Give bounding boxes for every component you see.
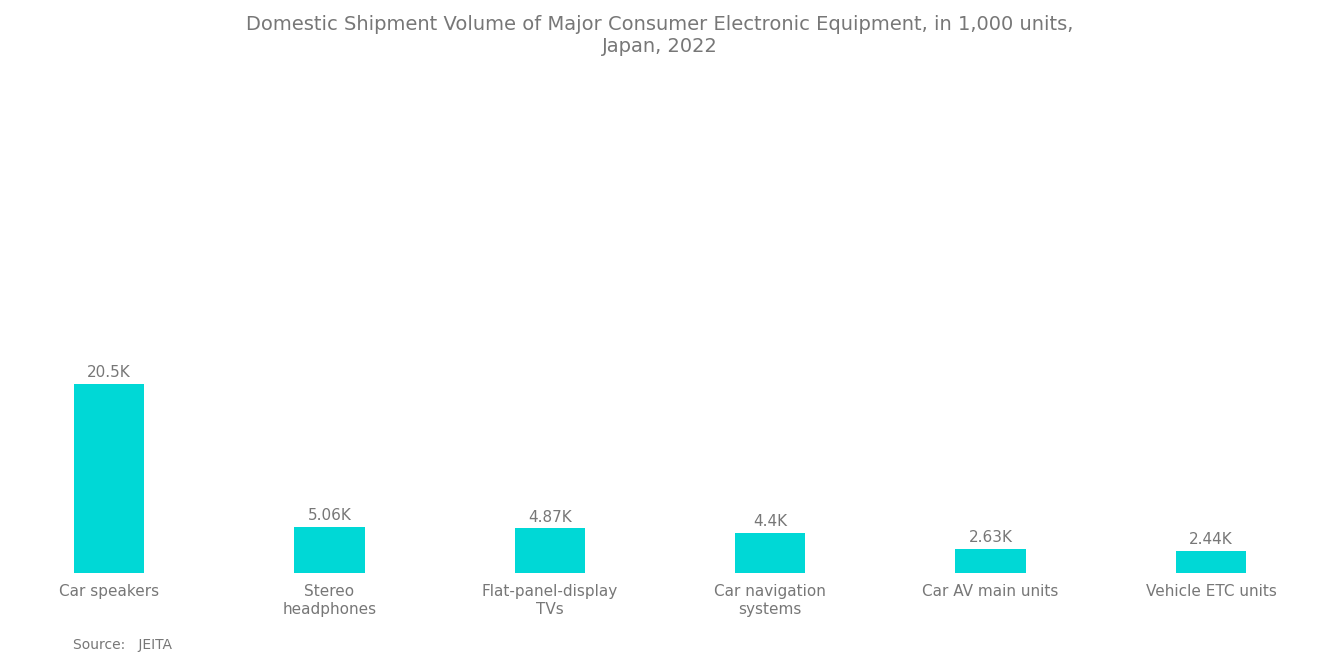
Text: 4.87K: 4.87K xyxy=(528,509,572,525)
Text: 4.4K: 4.4K xyxy=(754,514,787,529)
Bar xyxy=(294,527,364,573)
Text: 2.63K: 2.63K xyxy=(969,530,1012,545)
Bar xyxy=(515,528,585,573)
Text: Source:   JEITA: Source: JEITA xyxy=(73,638,172,652)
Text: 2.44K: 2.44K xyxy=(1189,532,1233,547)
Bar xyxy=(74,384,144,573)
Bar xyxy=(956,549,1026,573)
Bar xyxy=(1176,551,1246,573)
Text: 5.06K: 5.06K xyxy=(308,508,351,523)
Title: Domestic Shipment Volume of Major Consumer Electronic Equipment, in 1,000 units,: Domestic Shipment Volume of Major Consum… xyxy=(247,15,1073,56)
Bar xyxy=(735,533,805,573)
Text: 20.5K: 20.5K xyxy=(87,366,131,380)
